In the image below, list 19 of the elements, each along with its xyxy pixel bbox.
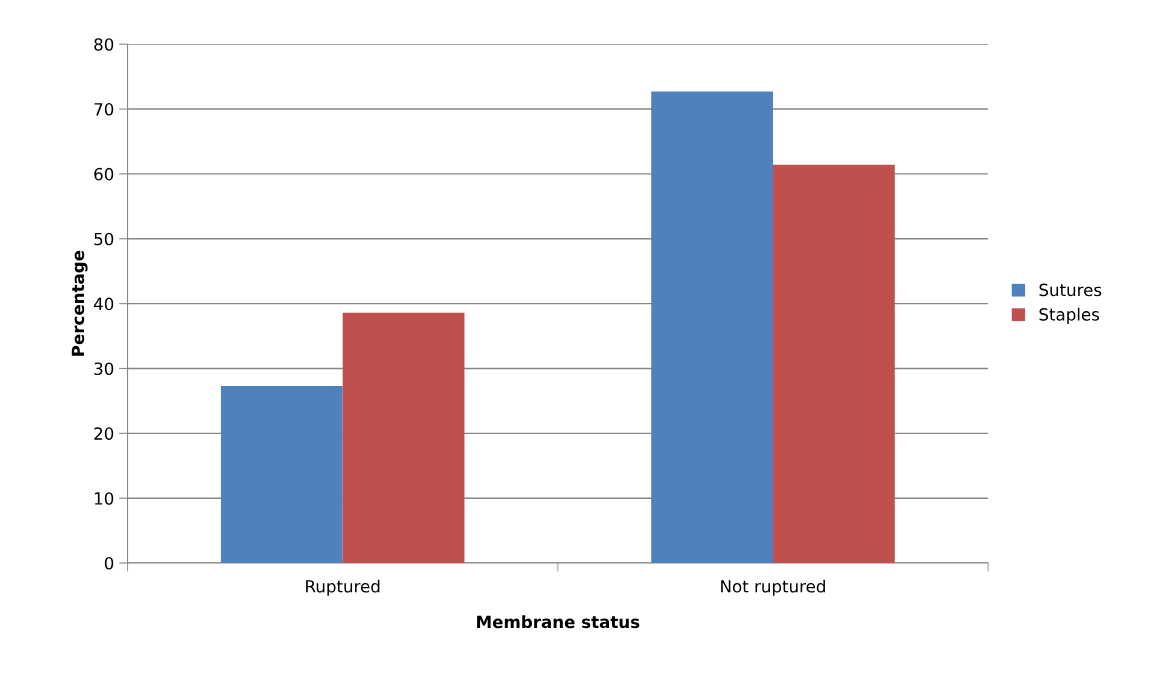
legend-label: Sutures: [1039, 283, 1102, 297]
y-tick-label: 20: [94, 427, 114, 440]
y-tick-label: 0: [104, 557, 114, 570]
y-axis-title: Percentage: [71, 250, 88, 356]
x-tick-label: Not ruptured: [721, 579, 825, 596]
bar: [342, 312, 465, 564]
y-tick-label: 80: [94, 38, 114, 51]
y-tick-label: 10: [94, 492, 114, 505]
legend-label: Staples: [1039, 307, 1100, 324]
bar: [772, 164, 895, 564]
x-tick-label: Ruptured: [306, 579, 380, 596]
y-tick-label: 40: [93, 297, 114, 311]
y-tick-label: 60: [94, 167, 114, 181]
x-axis-title: Membrane status: [477, 615, 640, 629]
bar: [651, 91, 773, 564]
bar: [220, 385, 343, 564]
y-tick-label: 50: [94, 232, 114, 246]
y-tick-label: 30: [94, 362, 114, 376]
y-tick-label: 70: [94, 103, 114, 116]
